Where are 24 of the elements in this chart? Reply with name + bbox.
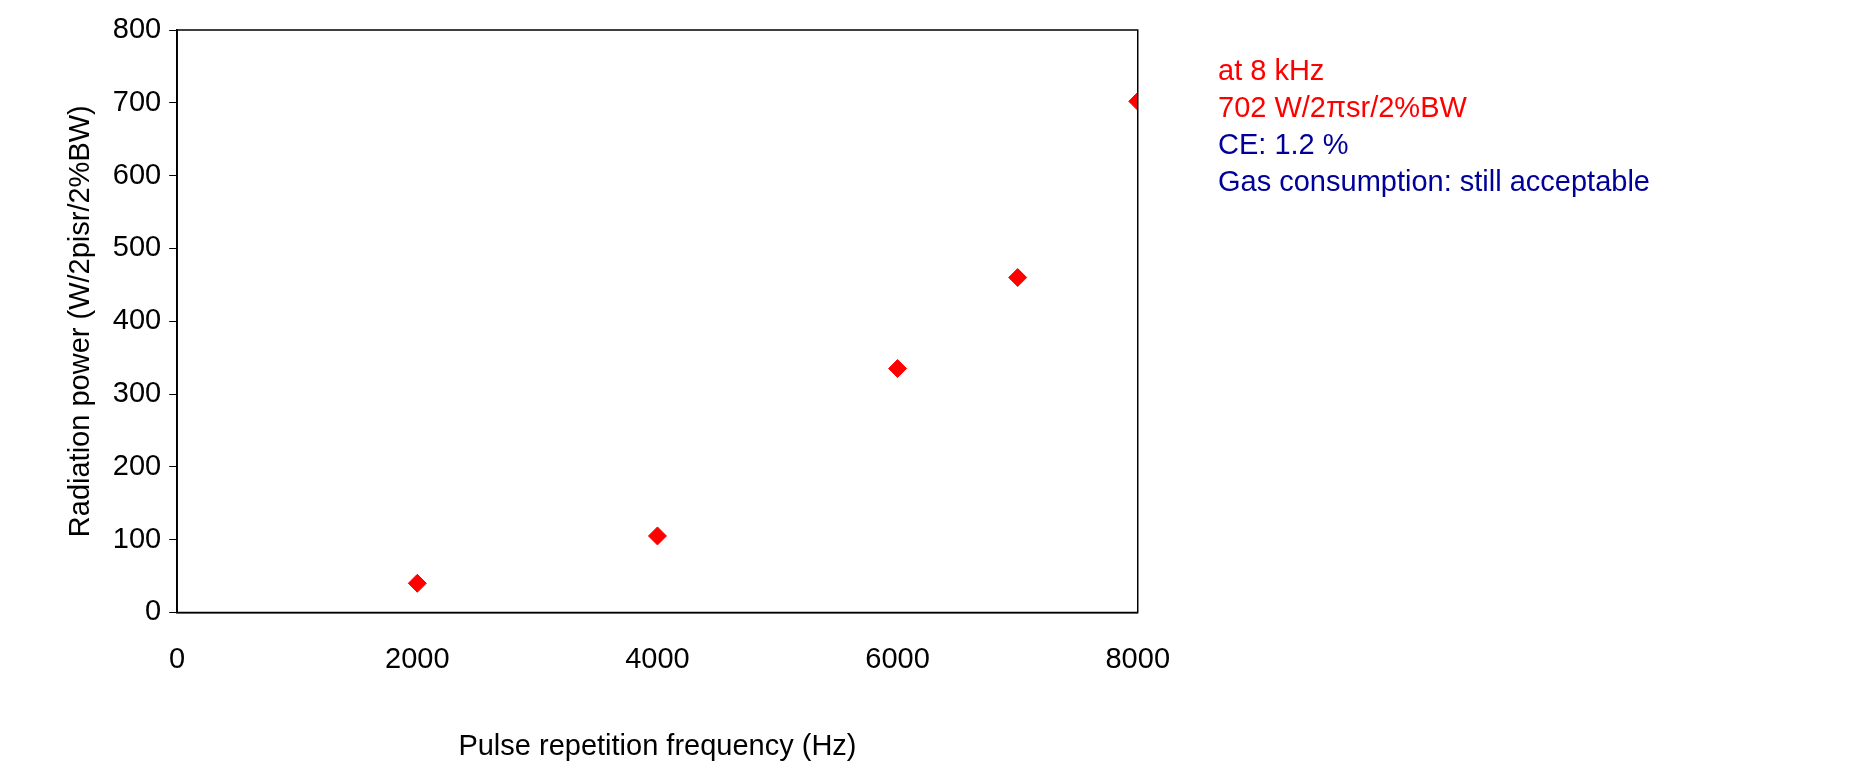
y-tick-label: 800 (112, 12, 162, 44)
y-tick-label: 0 (145, 594, 162, 627)
text: 702 W/2πsr/2%BW (1218, 90, 1468, 125)
x-tick-label: 6000 (865, 641, 930, 674)
y-tick-label: 600 (112, 157, 162, 190)
x-tick-label: 2000 (385, 641, 450, 674)
y-tick-label: 700 (112, 84, 162, 117)
x-tick-label: 0 (169, 641, 186, 674)
text: at 8 kHz (1218, 53, 1326, 88)
y-tick-label: 200 (112, 448, 162, 481)
x-axis-title: Pulse repetition frequency (Hz) (458, 728, 857, 761)
text: CE: 1.2 % (1218, 127, 1350, 162)
point (407, 573, 427, 593)
text: Gas consumption: still acceptable (1218, 164, 1650, 199)
y-tick-label: 100 (112, 521, 162, 554)
y-tick-label: 500 (112, 230, 162, 263)
point (647, 526, 667, 546)
point (888, 359, 908, 379)
y-axis-title: Radiation power (W/2pisr/2%BW) (63, 105, 96, 538)
point (1008, 268, 1028, 288)
y-tick-label: 400 (112, 303, 162, 336)
y-tick-label: 300 (112, 376, 162, 408)
x-tick-label: 4000 (625, 641, 690, 674)
x-tick-label: 8000 (1105, 641, 1170, 674)
